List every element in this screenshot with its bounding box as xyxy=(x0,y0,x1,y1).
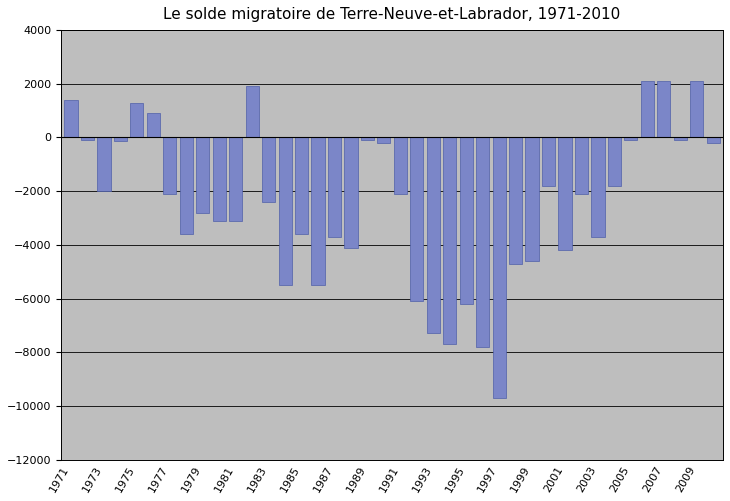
Bar xyxy=(345,137,358,247)
Bar xyxy=(393,137,407,194)
Bar xyxy=(476,137,489,347)
Bar xyxy=(460,137,473,304)
Bar xyxy=(229,137,242,220)
Bar xyxy=(657,81,670,137)
Bar xyxy=(641,81,654,137)
Bar xyxy=(674,137,687,140)
Bar xyxy=(542,137,555,186)
Bar xyxy=(493,137,506,398)
Bar xyxy=(575,137,588,194)
Bar xyxy=(180,137,193,234)
Bar xyxy=(64,100,77,137)
Bar xyxy=(361,137,374,140)
Bar xyxy=(295,137,308,234)
Bar xyxy=(147,113,160,137)
Bar xyxy=(245,87,258,137)
Bar xyxy=(608,137,621,186)
Bar xyxy=(212,137,226,220)
Bar xyxy=(312,137,325,285)
Bar xyxy=(509,137,522,264)
Title: Le solde migratoire de Terre-Neuve-et-Labrador, 1971-2010: Le solde migratoire de Terre-Neuve-et-La… xyxy=(164,7,620,22)
Bar xyxy=(262,137,275,202)
Bar xyxy=(131,103,144,137)
Bar xyxy=(591,137,604,237)
Bar xyxy=(377,137,391,143)
Bar xyxy=(81,137,94,140)
Bar xyxy=(624,137,637,140)
Bar xyxy=(410,137,423,301)
Bar xyxy=(690,81,703,137)
Bar xyxy=(328,137,341,237)
Bar xyxy=(427,137,440,334)
Bar xyxy=(558,137,572,250)
Bar xyxy=(164,137,177,194)
Bar xyxy=(526,137,539,261)
Bar xyxy=(97,137,110,191)
Bar xyxy=(443,137,456,344)
Bar xyxy=(114,137,127,141)
Bar xyxy=(279,137,292,285)
Bar xyxy=(196,137,210,212)
Bar xyxy=(707,137,720,143)
